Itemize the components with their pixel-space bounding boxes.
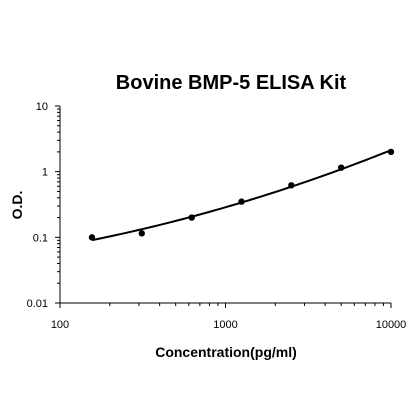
data-point	[188, 214, 195, 221]
data-point	[288, 182, 295, 189]
data-point	[138, 230, 145, 237]
y-axis-label: O.D.	[9, 191, 25, 220]
x-axis-ticks: 100 1000 10000	[51, 303, 406, 331]
x-axis-label: Concentration(pg/ml)	[155, 344, 297, 360]
x-tick-label: 10000	[376, 319, 407, 331]
data-point	[88, 234, 96, 241]
y-tick-label: 0.01	[27, 298, 48, 310]
x-tick-label: 100	[51, 319, 69, 331]
x-tick-label: 1000	[213, 319, 237, 331]
data-point	[387, 148, 395, 156]
y-axis-ticks: 0.01 0.1 1 10	[27, 101, 60, 310]
chart-title: Bovine BMP-5 ELISA Kit	[116, 72, 347, 94]
data-point	[238, 198, 245, 205]
data-points	[88, 148, 395, 241]
plot-axes	[59, 106, 391, 304]
data-point	[337, 164, 345, 171]
y-tick-label: 1	[42, 167, 48, 179]
fit-curve	[91, 149, 392, 242]
y-tick-label: 0.1	[33, 232, 48, 244]
y-tick-label: 10	[36, 101, 48, 113]
